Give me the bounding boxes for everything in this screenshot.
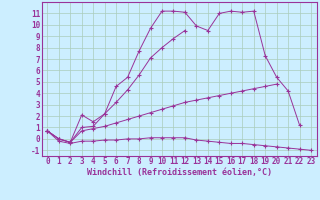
X-axis label: Windchill (Refroidissement éolien,°C): Windchill (Refroidissement éolien,°C) [87, 168, 272, 177]
